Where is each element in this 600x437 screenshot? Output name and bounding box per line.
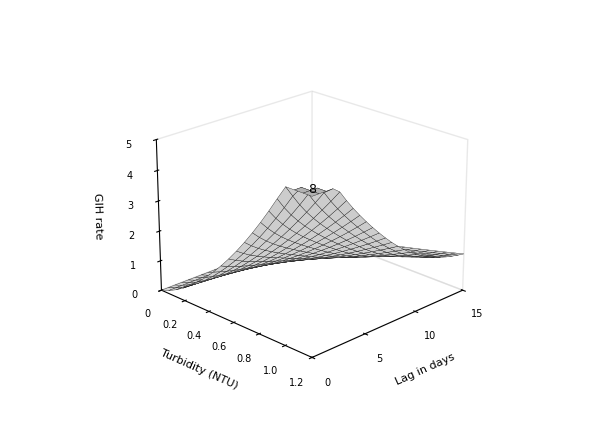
Y-axis label: Turbidity (NTU): Turbidity (NTU) xyxy=(159,348,239,391)
X-axis label: Lag in days: Lag in days xyxy=(394,352,456,387)
